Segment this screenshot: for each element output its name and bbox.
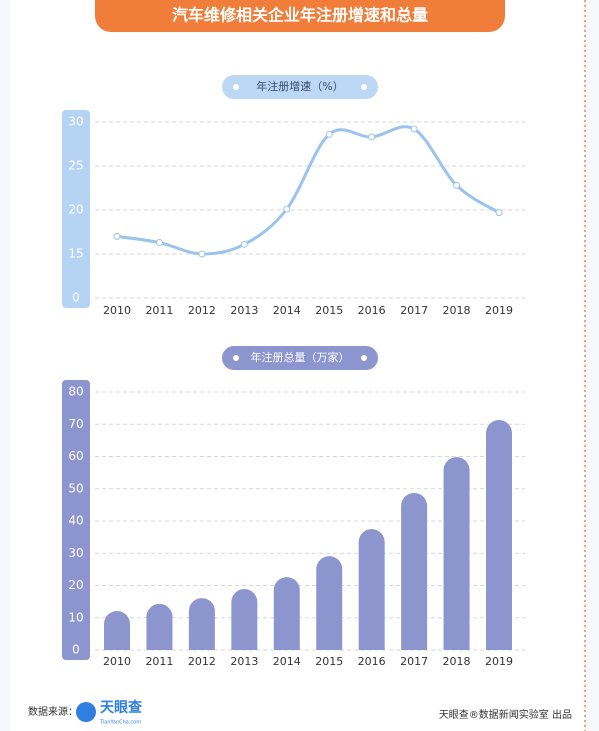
logo-sub: TianYanCha.com: [99, 720, 141, 726]
bar: [401, 492, 428, 650]
x-tick-label: 2015: [315, 304, 343, 317]
y-tick-label: 60: [68, 449, 83, 463]
chart-title: 年注册增速（%）: [256, 79, 343, 93]
bar: [358, 529, 385, 650]
y-tick-label: 70: [68, 417, 83, 431]
pill-dot: [233, 355, 239, 361]
bar: [273, 577, 300, 650]
bar: [316, 556, 343, 650]
y-tick-label: 10: [68, 610, 83, 624]
x-tick-label: 2014: [273, 304, 301, 317]
x-tick-label: 2011: [145, 304, 173, 317]
y-tick-label: 0: [72, 291, 80, 305]
y-tick-label: 20: [68, 203, 83, 217]
x-tick-label: 2017: [400, 304, 428, 317]
point: [495, 209, 503, 217]
x-tick-label: 2012: [188, 304, 216, 317]
x-tick-label: 2013: [230, 304, 258, 317]
y-tick-label: 15: [68, 247, 83, 261]
x-tick-label: 2010: [103, 655, 131, 668]
x-tick-label: 2018: [443, 655, 471, 668]
source-label: 数据来源：: [28, 705, 78, 718]
chart-label-pill: [222, 346, 378, 370]
title-banner: [95, 0, 505, 32]
x-tick-label: 2016: [358, 655, 386, 668]
bar: [486, 420, 512, 650]
y-tick-label: 25: [68, 159, 83, 173]
y-tick-label: 40: [68, 514, 83, 528]
point: [325, 130, 333, 138]
point: [113, 232, 121, 240]
pill-dot: [233, 84, 239, 90]
title: 汽车维修相关企业年注册增速和总量: [172, 6, 428, 25]
bar: [188, 598, 215, 650]
x-tick-label: 2011: [145, 655, 173, 668]
x-tick-label: 2017: [400, 655, 428, 668]
pill-dot: [361, 84, 367, 90]
x-tick-label: 2014: [273, 655, 301, 668]
point: [198, 250, 206, 258]
point: [240, 240, 248, 248]
point: [155, 239, 163, 247]
y-tick-label: 0: [72, 643, 80, 657]
x-tick-label: 2010: [103, 304, 131, 317]
bar: [146, 603, 173, 650]
point: [453, 181, 461, 189]
line: [116, 125, 500, 256]
x-tick-label: 2016: [358, 304, 386, 317]
y-tick-label: 80: [68, 385, 83, 399]
x-tick-label: 2013: [230, 655, 258, 668]
x-tick-label: 2019: [485, 304, 513, 317]
credit: 天眼查®数据新闻实验室 出品: [439, 708, 572, 721]
y-axis-strip: [62, 380, 90, 660]
bar: [443, 457, 470, 650]
pill-dot: [361, 355, 367, 361]
x-tick-label: 2015: [315, 655, 343, 668]
y-tick-label: 30: [68, 115, 83, 129]
y-axis-strip: [62, 110, 90, 308]
y-tick-label: 30: [68, 546, 83, 560]
logo: 天眼查: [100, 699, 143, 716]
bar: [231, 589, 258, 650]
y-tick-label: 20: [68, 578, 83, 592]
x-tick-label: 2018: [443, 304, 471, 317]
logo-icon: [76, 702, 96, 722]
bar: [104, 610, 130, 650]
point: [283, 205, 291, 213]
point: [368, 133, 376, 141]
chart-label-pill: [222, 75, 378, 99]
chart-title: 年注册总量（万家）: [251, 350, 350, 364]
y-tick-label: 50: [68, 481, 83, 495]
x-tick-label: 2012: [188, 655, 216, 668]
x-tick-label: 2019: [485, 655, 513, 668]
point: [410, 125, 418, 133]
